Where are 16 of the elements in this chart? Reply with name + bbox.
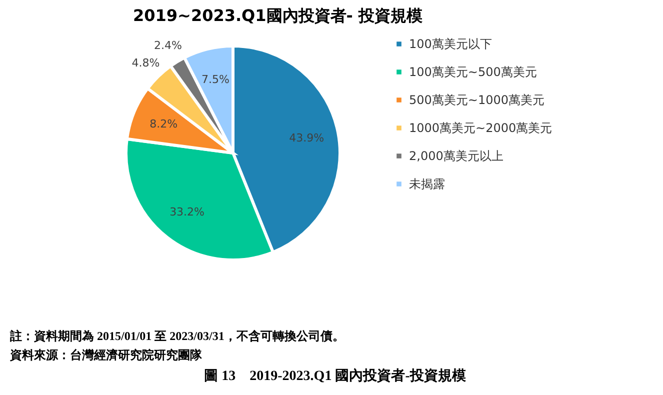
legend-label: 500萬美元~1000萬美元 <box>409 93 544 107</box>
legend-label: 1000萬美元~2000萬美元 <box>409 121 552 135</box>
data-label: 4.8% <box>132 56 160 70</box>
legend-label: 2,000萬美元以上 <box>409 149 504 163</box>
legend-label: 未揭露 <box>409 177 445 191</box>
data-label: 33.2% <box>170 205 205 218</box>
data-label: 7.5% <box>202 73 230 86</box>
text: 註：資料期間為 2015/01/01 至 2023/03/31，不含可轉換公司債。 <box>10 328 346 345</box>
data-label: 2.4% <box>154 39 182 52</box>
data-label: 43.9% <box>289 132 324 145</box>
legend-label: 100萬美元以下 <box>409 37 492 51</box>
legend-label: 100萬美元~500萬美元 <box>409 65 537 79</box>
data-label: 8.2% <box>150 118 178 131</box>
chart-title: 2019~2023.Q1國內投資者- 投資規模 <box>133 6 422 25</box>
caption: 圖 13 2019-2023.Q1 國內投資者-投資規模 <box>203 367 467 386</box>
source-note: 資料來源：台灣經濟研究院研究團隊 <box>10 347 203 364</box>
